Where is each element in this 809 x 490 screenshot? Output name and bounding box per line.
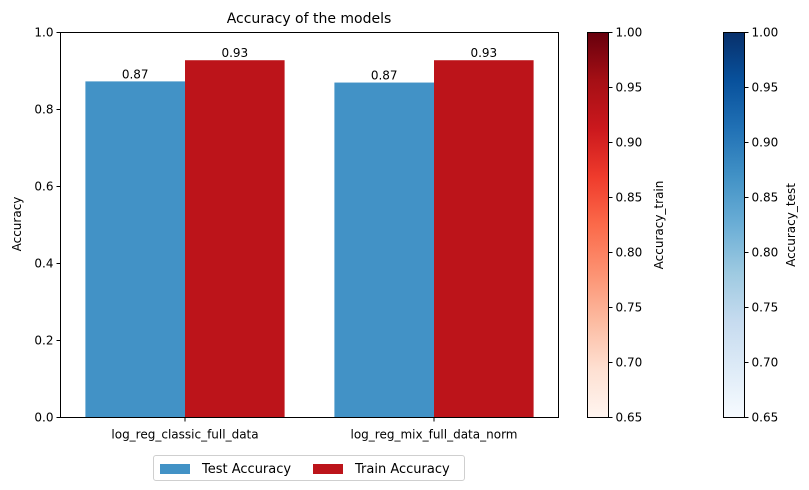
colorbar-tick-label: 0.90 bbox=[616, 136, 643, 150]
bar-data-label: 0.87 bbox=[122, 67, 149, 81]
colorbar-tick-label: 1.00 bbox=[752, 26, 779, 40]
y-axis-label: Accuracy bbox=[10, 197, 24, 252]
colorbar-tick-label: 1.00 bbox=[616, 26, 643, 40]
colorbar-tick-label: 0.80 bbox=[616, 246, 643, 260]
colorbar-test: 0.65 0.70 0.75 0.80 0.85 0.90 0.95 1.00 Accurac… bbox=[723, 26, 798, 425]
plot-frame bbox=[60, 32, 559, 418]
legend-item-train: Train Accuracy bbox=[313, 460, 450, 478]
colorbar-train: 0.65 0.70 0.75 0.80 0.85 0.90 0.95 1.00 Accurac… bbox=[587, 26, 666, 425]
colorbar-tick-label: 0.80 bbox=[752, 246, 779, 260]
bar-train bbox=[434, 60, 534, 418]
y-tick-label: 0.0 bbox=[34, 411, 53, 425]
bar-data-label: 0.87 bbox=[371, 69, 398, 83]
bar-test bbox=[334, 82, 434, 418]
colorbar-tick-label: 0.95 bbox=[752, 81, 779, 95]
x-tick-label: log_reg_classic_full_data bbox=[111, 428, 258, 442]
colorbar-train-fill bbox=[587, 32, 609, 418]
legend-swatch-train bbox=[313, 464, 343, 474]
colorbar-tick-label: 0.65 bbox=[616, 411, 643, 425]
colorbar-tick-label: 0.85 bbox=[752, 191, 779, 205]
colorbar-tick-label: 0.95 bbox=[616, 81, 643, 95]
plot-area: 0.0 0.2 0.4 0.6 0.8 1.0 log_reg_classic_full_d… bbox=[34, 26, 534, 442]
colorbar-train-label: Accuracy_train bbox=[652, 181, 666, 270]
legend-swatch-test bbox=[160, 464, 190, 474]
colorbar-tick-label: 0.65 bbox=[752, 411, 779, 425]
y-tick-label: 0.8 bbox=[34, 103, 53, 117]
chart-title: Accuracy of the models bbox=[227, 11, 392, 27]
colorbar-tick-label: 0.75 bbox=[616, 301, 643, 315]
colorbar-tick-label: 0.70 bbox=[752, 356, 779, 370]
y-tick-label: 0.2 bbox=[34, 334, 53, 348]
legend: Test Accuracy Train Accuracy bbox=[153, 455, 465, 481]
legend-item-test: Test Accuracy bbox=[160, 460, 291, 478]
x-tick-label: log_reg_mix_full_data_norm bbox=[351, 428, 518, 442]
colorbar-tick-label: 0.90 bbox=[752, 136, 779, 150]
colorbar-test-label: Accuracy_test bbox=[784, 183, 798, 267]
bar-test bbox=[85, 81, 185, 418]
colorbar-tick-label: 0.85 bbox=[616, 191, 643, 205]
legend-label-train: Train Accuracy bbox=[355, 461, 450, 477]
colorbar-tick-label: 0.75 bbox=[752, 301, 779, 315]
colorbar-test-fill bbox=[723, 32, 745, 418]
bar-data-label: 0.93 bbox=[470, 46, 497, 60]
legend-label-test: Test Accuracy bbox=[202, 461, 292, 477]
y-tick-label: 1.0 bbox=[34, 26, 53, 40]
colorbar-tick-label: 0.70 bbox=[616, 356, 643, 370]
bar-data-label: 0.93 bbox=[221, 46, 248, 60]
bar-train bbox=[185, 60, 285, 418]
y-tick-label: 0.4 bbox=[34, 257, 53, 271]
y-tick-label: 0.6 bbox=[34, 180, 53, 194]
